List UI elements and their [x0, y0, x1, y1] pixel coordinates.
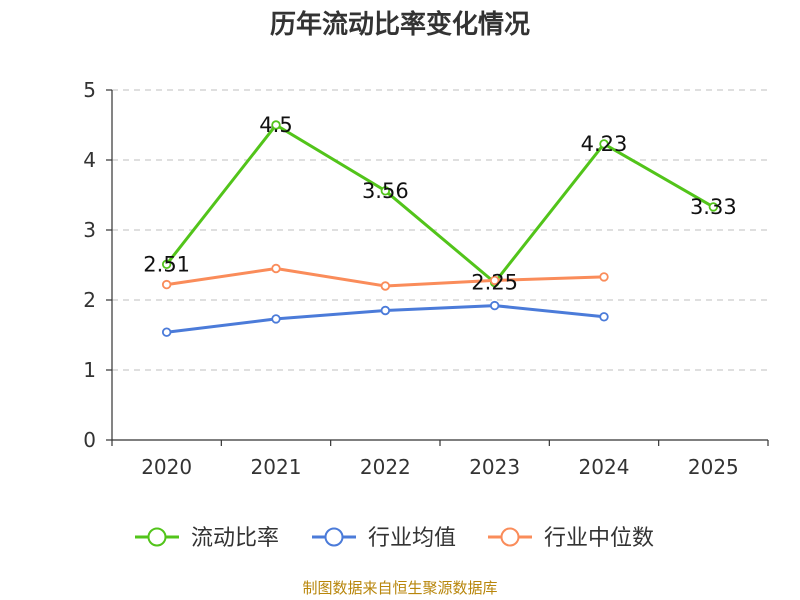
data-source-note: 制图数据来自恒生聚源数据库 — [302, 579, 498, 597]
legend-label: 行业中位数 — [544, 526, 654, 551]
data-point — [271, 314, 281, 324]
legend: 流动比率 行业均值 行业中位数 — [135, 526, 654, 551]
data-point — [271, 120, 281, 130]
data-point — [271, 263, 281, 274]
x-tick-label: 2024 — [579, 455, 630, 479]
data-label: 3.56 — [362, 179, 409, 203]
y-tick-label: 0 — [83, 428, 96, 452]
data-point — [380, 281, 391, 291]
data-point — [380, 305, 391, 316]
data-point — [161, 327, 172, 337]
axes: 0 1 2 3 4 5 2020 2021 2022 2023 2024 2025 — [83, 78, 769, 479]
data-label: 2.51 — [143, 252, 190, 276]
series-layer — [161, 120, 719, 337]
legend-swatch-marker — [324, 527, 344, 547]
data-label: 4.5 — [259, 113, 292, 137]
data-point — [489, 300, 500, 311]
data-point — [599, 139, 609, 149]
series-line — [165, 123, 715, 284]
x-tick-label: 2025 — [688, 455, 739, 479]
data-label: 2.25 — [471, 271, 518, 295]
y-tick-label: 2 — [83, 288, 96, 312]
data-point — [380, 186, 391, 196]
y-tick-label: 5 — [83, 78, 96, 102]
data-labels: 2.51 4.5 3.56 2.25 4.23 3.33 — [143, 113, 736, 295]
y-tick-label: 4 — [83, 148, 96, 172]
data-point — [599, 272, 609, 282]
y-tick-label: 3 — [83, 218, 96, 242]
x-tick-label: 2020 — [141, 455, 192, 479]
x-tick-label: 2023 — [469, 455, 520, 479]
data-point — [161, 279, 172, 290]
chart-title: 历年流动比率变化情况 — [269, 10, 530, 40]
legend-label: 行业均值 — [368, 526, 456, 551]
x-tick-label: 2022 — [360, 455, 411, 479]
data-label: 3.33 — [690, 195, 737, 219]
x-tick-label: 2021 — [251, 455, 302, 479]
y-tick-label: 1 — [83, 358, 96, 382]
legend-label: 流动比率 — [191, 526, 279, 551]
data-point — [708, 202, 719, 212]
data-point — [599, 312, 609, 322]
data-point — [489, 275, 500, 286]
legend-swatch-marker — [500, 527, 520, 547]
data-point — [161, 259, 172, 269]
legend-swatch-marker — [147, 527, 167, 547]
data-label: 4.23 — [581, 132, 628, 156]
